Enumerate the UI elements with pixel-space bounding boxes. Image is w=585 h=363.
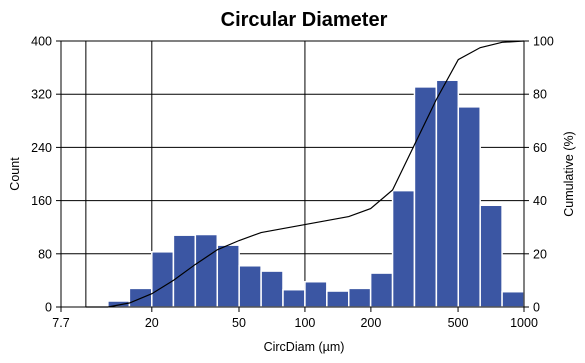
chart-title: Circular Diameter	[221, 9, 388, 31]
y-tick-label: 0	[45, 301, 52, 315]
x-tick-label: 20	[145, 316, 159, 330]
y2-axis-label: Cumulative (%)	[562, 131, 576, 216]
x-tick-label: 100	[295, 316, 316, 330]
histogram-bar	[238, 265, 262, 308]
histogram-bar	[151, 251, 175, 308]
histogram-bar	[304, 280, 328, 308]
x-tick-label: 200	[360, 316, 381, 330]
y2-axis-ticks: 0 20 40 60 80 100	[524, 35, 554, 315]
y-axis-label: Count	[8, 157, 22, 191]
y2-tick-label: 60	[533, 141, 547, 155]
y-tick-label: 400	[31, 35, 52, 49]
histogram-bar	[260, 270, 284, 308]
histogram-bar	[326, 290, 350, 308]
histogram-bar	[391, 189, 416, 308]
histogram-bar	[194, 233, 219, 308]
y2-tick-label: 80	[533, 88, 547, 102]
y-tick-label: 320	[31, 88, 52, 102]
histogram-bar	[128, 287, 153, 308]
cumulative-line-group	[85, 40, 525, 308]
x-tick-label: 50	[232, 316, 246, 330]
y2-tick-label: 100	[533, 35, 554, 49]
histogram-bar	[479, 204, 503, 308]
histogram-bar	[348, 287, 372, 308]
x-axis-ticks: 7.7 20 50 100 200 500 1000	[52, 307, 538, 330]
plot-frame	[60, 40, 525, 308]
y-axis-ticks: 0 80 160 240 320 400	[31, 35, 61, 315]
histogram-bar	[501, 290, 525, 308]
histogram-bar	[413, 86, 438, 308]
x-tick-label: 1000	[510, 316, 538, 330]
histogram-bar	[369, 272, 394, 308]
histogram-bar	[172, 234, 197, 308]
x-tick-label: 7.7	[52, 316, 69, 330]
histogram-bar	[457, 106, 481, 308]
bars	[107, 79, 525, 308]
histogram-bar	[435, 79, 460, 308]
y2-tick-label: 20	[533, 247, 547, 261]
x-axis-label: CircDiam (µm)	[264, 340, 345, 354]
y2-tick-label: 40	[533, 194, 547, 208]
y2-tick-label: 0	[533, 301, 540, 315]
y-tick-label: 240	[31, 141, 52, 155]
histogram-bar	[282, 288, 306, 308]
cumulative-line	[85, 40, 525, 308]
x-tick-label: 500	[448, 316, 469, 330]
y-tick-label: 160	[31, 194, 52, 208]
y-tick-label: 80	[38, 247, 52, 261]
histogram-bar	[216, 244, 240, 308]
